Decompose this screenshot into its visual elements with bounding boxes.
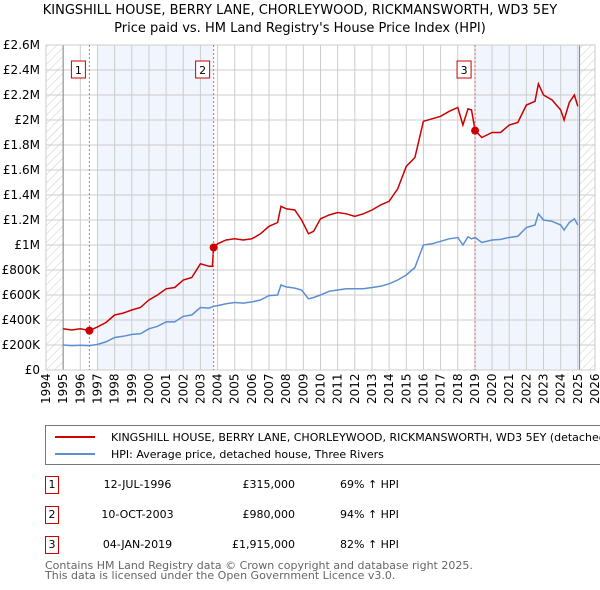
x-tick-label: 1998 (108, 373, 122, 404)
transaction-hpi: 82% ↑ HPI (340, 538, 399, 551)
x-tick-label: 2018 (451, 373, 465, 404)
y-tick-label: £2.2M (3, 88, 40, 102)
x-tick-label: 2015 (399, 373, 413, 404)
x-tick-label: 2024 (554, 373, 568, 404)
shaded-region (475, 45, 580, 370)
x-tick-label: 1995 (56, 373, 70, 404)
y-tick-label: £1.6M (3, 163, 40, 177)
legend-item-property: KINGSHILL HOUSE, BERRY LANE, CHORLEYWOOD… (46, 429, 600, 445)
x-tick-label: 2014 (382, 373, 396, 404)
transaction-badge: 3 (45, 536, 59, 554)
series-line (63, 81, 579, 332)
x-tick-label: 2003 (193, 373, 207, 404)
x-tick-label: 2013 (365, 373, 379, 404)
transaction-date: 12-JUL-1996 (103, 478, 172, 491)
chart-subtitle: Price paid vs. HM Land Registry's House … (114, 21, 486, 36)
y-tick-label: £400K (2, 313, 42, 327)
transaction-price: £315,000 (242, 478, 296, 491)
y-tick-label: £1.8M (3, 138, 40, 152)
x-tick-label: 2008 (279, 373, 293, 404)
transaction-hpi: 69% ↑ HPI (340, 478, 399, 491)
hatched-region (46, 45, 64, 370)
legend-label: KINGSHILL HOUSE, BERRY LANE, CHORLEYWOOD… (111, 430, 600, 444)
transaction-badge: 2 (45, 506, 59, 524)
x-tick-label: 2026 (588, 373, 600, 404)
y-tick-label: £0 (25, 363, 40, 377)
sale-point (85, 326, 94, 335)
x-tick-label: 2022 (519, 373, 533, 404)
sale-marker-badge (456, 60, 472, 79)
x-tick-label: 1994 (39, 373, 53, 404)
y-tick-label: £1M (14, 238, 40, 252)
transaction-badge: 1 (45, 476, 59, 494)
series-line (63, 212, 579, 347)
legend-swatch-red (55, 436, 95, 438)
transaction-price: £1,915,000 (232, 538, 295, 551)
x-tick-label: 2006 (245, 373, 259, 404)
y-tick-label: £2.4M (3, 63, 40, 77)
x-tick-label: 2017 (434, 373, 448, 404)
sale-point (471, 126, 480, 135)
x-tick-label: 2011 (331, 373, 345, 404)
legend-item-hpi: HPI: Average price, detached house, Thre… (46, 446, 384, 462)
footer: Contains HM Land Registry data © Crown c… (45, 559, 473, 582)
transaction-date: 04-JAN-2019 (102, 538, 173, 551)
x-tick-label: 2004 (211, 373, 225, 404)
x-tick-label: 2002 (176, 373, 190, 404)
y-tick-label: £1.2M (3, 213, 40, 227)
sale-marker-label: 3 (461, 64, 468, 77)
x-tick-label: 1997 (90, 373, 104, 404)
transaction-row: 3 04-JAN-2019 £1,915,000 82% ↑ HPI (45, 536, 465, 556)
chart-legend: KINGSHILL HOUSE, BERRY LANE, CHORLEYWOOD… (45, 425, 600, 465)
x-tick-label: 2023 (537, 373, 551, 404)
hatched-region (579, 45, 595, 370)
x-tick-label: 2005 (228, 373, 242, 404)
x-tick-label: 2010 (314, 373, 328, 404)
y-tick-label: £2.6M (3, 38, 40, 52)
x-tick-label: 1996 (73, 373, 87, 404)
x-tick-label: 2019 (468, 373, 482, 404)
transaction-row: 1 12-JUL-1996 £315,000 69% ↑ HPI (45, 476, 465, 496)
y-tick-label: £800K (2, 263, 42, 277)
x-tick-label: 2021 (502, 373, 516, 404)
x-tick-label: 2007 (262, 373, 276, 404)
x-tick-label: 1999 (125, 373, 139, 404)
transaction-hpi: 94% ↑ HPI (340, 508, 399, 521)
y-tick-label: £600K (2, 288, 42, 302)
y-tick-label: £2M (14, 113, 40, 127)
legend-swatch-blue (55, 453, 95, 455)
plot-frame (45, 44, 596, 371)
sale-marker-badge (70, 60, 86, 79)
transaction-row: 2 10-OCT-2003 £980,000 94% ↑ HPI (45, 506, 465, 526)
x-tick-label: 2016 (416, 373, 430, 404)
transaction-price: £980,000 (242, 508, 296, 521)
sale-marker-label: 2 (199, 64, 206, 77)
y-tick-label: £1.4M (3, 188, 40, 202)
sale-marker-badge (195, 60, 211, 79)
shaded-region (97, 45, 214, 370)
legend-label: HPI: Average price, detached house, Thre… (111, 447, 384, 461)
price-chart: 1994 1995 1996 1997 1998 1999 2000 2001 2002 2003… (2, 38, 600, 404)
x-tick-label: 2020 (485, 373, 499, 404)
x-tick-label: 2009 (296, 373, 310, 404)
x-tick-label: 2000 (142, 373, 156, 404)
x-tick-label: 2001 (159, 373, 173, 404)
chart-title: KINGSHILL HOUSE, BERRY LANE, CHORLEYWOOD… (42, 3, 558, 18)
x-tick-label: 2012 (348, 373, 362, 404)
y-tick-label: £200K (2, 338, 42, 352)
x-tick-label: 2025 (571, 373, 585, 404)
sale-marker-label: 1 (75, 64, 82, 77)
footer-copyright: Contains HM Land Registry data © Crown c… (45, 559, 473, 572)
sale-point (209, 243, 218, 252)
transaction-date: 10-OCT-2003 (101, 508, 174, 521)
footer-licence: This data is licensed under the Open Gov… (45, 569, 396, 582)
